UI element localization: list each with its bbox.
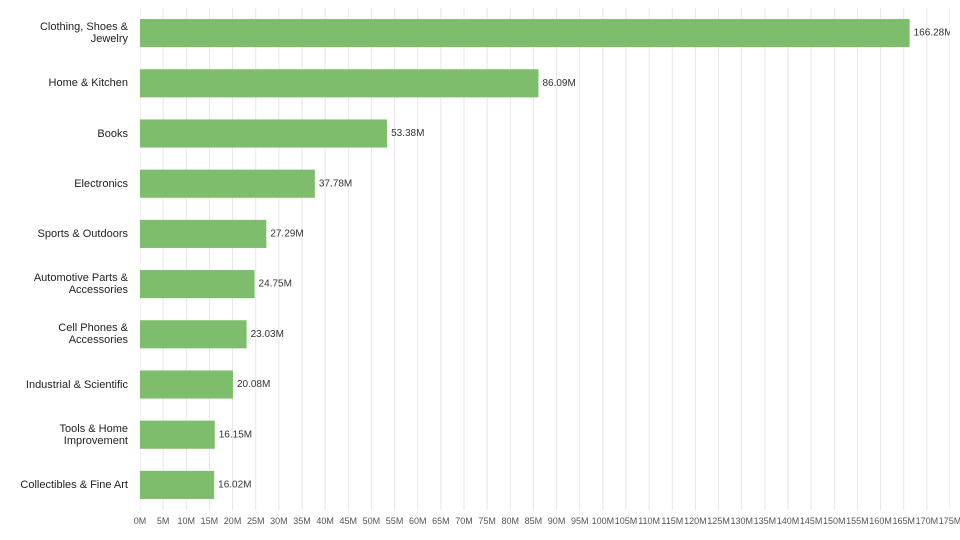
x-tick-label: 135M	[754, 516, 777, 526]
x-tick-label: 0M	[134, 516, 147, 526]
x-tick-label: 35M	[293, 516, 311, 526]
bar: 23.03M	[140, 320, 284, 348]
category-label: Electronics	[0, 178, 134, 190]
bar-value-label: 23.03M	[251, 329, 284, 340]
category-label: Tools & Home Improvement	[0, 423, 134, 447]
category-label: Industrial & Scientific	[0, 379, 134, 391]
category-label: Collectibles & Fine Art	[0, 479, 134, 491]
bar: 24.75M	[140, 270, 292, 298]
bar-rect	[140, 119, 387, 147]
x-tick-label: 165M	[892, 516, 915, 526]
x-tick-label: 150M	[823, 516, 846, 526]
x-tick-label: 110M	[638, 516, 660, 526]
x-tick-label: 55M	[386, 516, 404, 526]
x-tick-label: 130M	[730, 516, 753, 526]
x-axis-labels: 0M5M10M15M20M25M30M35M40M45M50M55M60M65M…	[140, 512, 950, 536]
x-tick-label: 85M	[525, 516, 543, 526]
x-tick-label: 80M	[502, 516, 520, 526]
bar-value-label: 16.02M	[218, 480, 251, 491]
bar-rect	[140, 220, 266, 248]
bar-value-label: 37.78M	[319, 178, 352, 189]
bar-rect	[140, 270, 255, 298]
x-tick-label: 140M	[777, 516, 800, 526]
x-tick-label: 65M	[432, 516, 450, 526]
x-tick-label: 15M	[201, 516, 219, 526]
category-label: Clothing, Shoes & Jewelry	[0, 21, 134, 45]
x-tick-label: 160M	[869, 516, 892, 526]
bar-value-label: 24.75M	[259, 279, 292, 290]
x-tick-label: 60M	[409, 516, 427, 526]
bar-rect	[140, 170, 315, 198]
x-tick-label: 120M	[684, 516, 707, 526]
x-tick-label: 5M	[157, 516, 170, 526]
x-tick-label: 100M	[592, 516, 615, 526]
bar-value-label: 16.15M	[219, 429, 252, 440]
x-tick-label: 50M	[363, 516, 381, 526]
bar-value-label: 166.28M	[914, 28, 950, 39]
category-label: Home & Kitchen	[0, 77, 134, 89]
bar-rect	[140, 69, 538, 97]
bar-rect	[140, 19, 910, 47]
x-tick-label: 115M	[661, 516, 683, 526]
category-label: Automotive Parts & Accessories	[0, 272, 134, 296]
bar: 53.38M	[140, 119, 424, 147]
bar-rect	[140, 320, 247, 348]
x-tick-label: 90M	[548, 516, 566, 526]
x-tick-label: 155M	[846, 516, 869, 526]
x-tick-label: 145M	[800, 516, 823, 526]
bar: 20.08M	[140, 370, 270, 398]
bar-rect	[140, 421, 215, 449]
bar-value-label: 53.38M	[391, 128, 424, 139]
bar: 86.09M	[140, 69, 576, 97]
x-tick-label: 40M	[316, 516, 334, 526]
bar-value-label: 27.29M	[270, 229, 303, 240]
bar-value-label: 20.08M	[237, 379, 270, 390]
category-label: Books	[0, 128, 134, 140]
x-tick-label: 75M	[478, 516, 496, 526]
horizontal-bar-chart: Clothing, Shoes & Jewelry Home & Kitchen…	[0, 0, 960, 540]
y-axis-labels: Clothing, Shoes & Jewelry Home & Kitchen…	[0, 8, 134, 510]
x-tick-label: 105M	[615, 516, 638, 526]
x-tick-label: 25M	[247, 516, 265, 526]
x-tick-label: 95M	[571, 516, 589, 526]
bar-rect	[140, 471, 214, 499]
x-tick-label: 175M	[939, 516, 960, 526]
category-label: Sports & Outdoors	[0, 228, 134, 240]
bar: 166.28M	[140, 19, 950, 47]
bar: 37.78M	[140, 170, 352, 198]
x-tick-label: 10M	[178, 516, 196, 526]
x-tick-label: 125M	[707, 516, 730, 526]
bar-value-label: 86.09M	[542, 78, 575, 89]
bar-rect	[140, 370, 233, 398]
plot-area: 166.28M 86.09M 53.38M 37.78M 27.29M 24.75M 23.…	[140, 8, 950, 510]
bar: 16.02M	[140, 471, 252, 499]
bars-group: 166.28M 86.09M 53.38M 37.78M 27.29M 24.75M 23.…	[140, 19, 950, 499]
x-tick-label: 170M	[916, 516, 939, 526]
x-tick-label: 45M	[340, 516, 358, 526]
x-tick-label: 30M	[270, 516, 288, 526]
x-tick-label: 70M	[455, 516, 473, 526]
x-tick-label: 20M	[224, 516, 242, 526]
bar: 16.15M	[140, 421, 252, 449]
category-label: Cell Phones & Accessories	[0, 322, 134, 346]
